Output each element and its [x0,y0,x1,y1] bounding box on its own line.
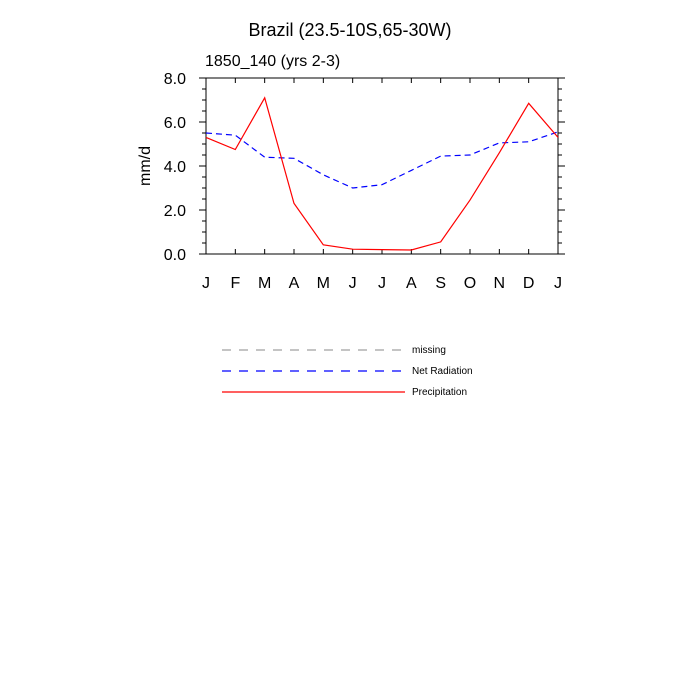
legend: missing Net Radiation Precipitation [222,345,473,398]
series-group [205,96,559,251]
y-tick-label: 0.0 [164,247,186,264]
y-tick-label: 2.0 [164,203,186,220]
x-tick-label: M [317,275,330,292]
x-tick-label: O [464,275,476,292]
plot-frame [205,77,559,255]
chart-subtitle: 1850_140 (yrs 2-3) [205,53,340,70]
x-tick-label: A [289,275,300,292]
series-line-precipitation [205,96,559,251]
series-line-net-radiation [205,131,559,189]
y-tick-label: 6.0 [164,115,186,132]
x-tick-label: D [523,275,535,292]
y-axis-label: mm/d [137,146,154,186]
x-tick-label: M [258,275,271,292]
legend-label: Precipitation [412,387,467,398]
x-tick-label: S [435,275,446,292]
x-tick-label: J [554,275,562,292]
axis-ticks [199,77,565,255]
x-tick-label: F [230,275,240,292]
x-tick-label: A [406,275,417,292]
legend-label: Net Radiation [412,366,473,377]
x-tick-label: J [202,275,210,292]
tick-labels: J F M A M J J A S O N D J0.02.04.06.08.0 [164,71,562,292]
legend-label: missing [412,345,446,356]
x-tick-label: J [349,275,357,292]
y-tick-label: 4.0 [164,159,186,176]
y-tick-label: 8.0 [164,71,186,88]
chart-title: Brazil (23.5-10S,65-30W) [248,20,451,40]
x-tick-label: N [494,275,506,292]
x-tick-label: J [378,275,386,292]
